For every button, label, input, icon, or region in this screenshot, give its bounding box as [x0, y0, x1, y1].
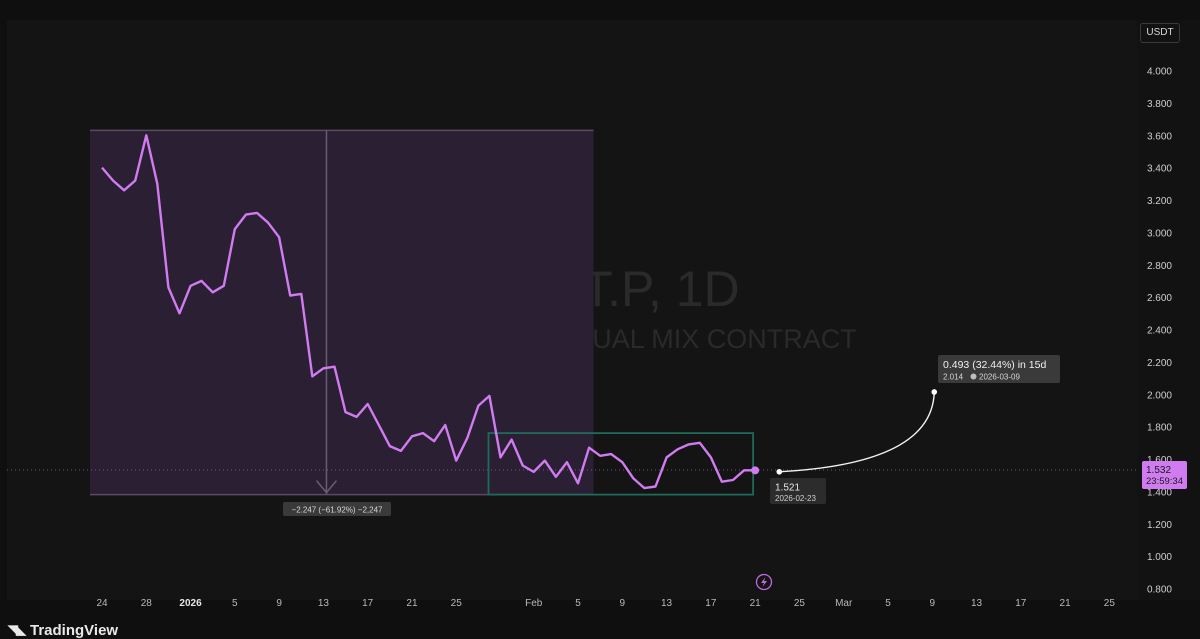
y-tick-label: 3.200	[1147, 196, 1172, 207]
y-tick-label: 2.800	[1147, 261, 1172, 272]
y-tick-label: 4.000	[1147, 67, 1172, 78]
x-tick-label: 28	[141, 598, 153, 609]
projection-arc	[779, 391, 935, 473]
x-tick-label: 2026	[179, 598, 202, 609]
x-tick-label: 17	[1015, 598, 1027, 609]
y-tick-label: 2.600	[1147, 293, 1172, 304]
x-tick-label: 9	[929, 598, 935, 609]
last-price-value: 1.532	[1146, 465, 1171, 476]
countdown-value: 23:59:34	[1146, 476, 1183, 487]
y-tick-label: 1.200	[1147, 520, 1172, 531]
x-tick-label: 21	[406, 598, 418, 609]
point-label-value: 1.521	[775, 483, 800, 494]
x-tick-label: 13	[318, 598, 330, 609]
x-tick-label: 5	[885, 598, 891, 609]
x-tick-label: 13	[971, 598, 983, 609]
x-tick-label: 21	[750, 598, 762, 609]
y-tick-label: 1.400	[1147, 487, 1172, 498]
price-axis-panel	[1137, 20, 1200, 600]
y-tick-label: 3.600	[1147, 131, 1172, 142]
y-tick-label: 3.400	[1147, 164, 1172, 175]
x-tick-label: 9	[276, 598, 282, 609]
measure-arrow-head	[315, 480, 338, 494]
x-tick-label: 17	[362, 598, 374, 609]
x-tick-label: 21	[1060, 598, 1072, 609]
x-tick-label: 24	[96, 598, 108, 609]
measure-label-bg	[283, 502, 391, 516]
tv-logo-icon: ◥◣	[8, 622, 26, 637]
y-tick-label: 2.200	[1147, 358, 1172, 369]
lightning-icon	[755, 573, 773, 591]
y-tick-label: 2.400	[1147, 326, 1172, 337]
price-series-line	[101, 134, 756, 490]
y-tick-label: 1.600	[1147, 455, 1172, 466]
x-tick-label: 25	[451, 598, 463, 609]
bottom-strip	[0, 618, 1200, 638]
lightning-bolt-icon	[761, 577, 767, 587]
brand-label: TradingView	[30, 621, 119, 639]
arc-end-dot	[931, 389, 938, 395]
y-tick-label: 0.800	[1147, 585, 1172, 596]
target-label-value: 2.014	[943, 373, 964, 382]
y-tick-label: 3.000	[1147, 228, 1172, 239]
last-point-dot	[751, 466, 760, 475]
point-label-bg	[770, 478, 826, 504]
last-price-badge	[1142, 461, 1187, 490]
x-tick-label: 5	[232, 598, 238, 609]
x-tick-label: 17	[705, 598, 717, 609]
x-tick-label: 13	[661, 598, 673, 609]
x-tick-label: Feb	[525, 598, 543, 609]
target-label-bg	[938, 355, 1060, 383]
x-tick-label: 5	[575, 598, 581, 609]
tradingview-logo: ◥◣ TradingView	[8, 621, 119, 639]
measure-area	[90, 130, 594, 495]
measure-label: −2.247 (−61.92%) −2,247	[292, 506, 384, 515]
y-tick-label: 1.800	[1147, 423, 1172, 434]
currency-label[interactable]: USDT	[1140, 23, 1180, 43]
target-label-date: 2026-03-09	[979, 373, 1020, 382]
x-tick-label: 25	[794, 598, 806, 609]
x-tick-label: 9	[620, 598, 626, 609]
range-box	[487, 432, 755, 496]
y-tick-label: 2.000	[1147, 390, 1172, 401]
y-tick-label: 3.800	[1147, 99, 1172, 110]
x-tick-label: Mar	[835, 598, 853, 609]
point-label-date: 2026-02-23	[775, 494, 816, 503]
y-tick-label: 1.000	[1147, 552, 1172, 563]
arc-start-dot	[776, 468, 783, 475]
x-tick-label: 25	[1104, 598, 1116, 609]
clock-icon	[970, 373, 977, 380]
target-label-change: 0.493 (32.44%) in 15d	[943, 359, 1046, 371]
